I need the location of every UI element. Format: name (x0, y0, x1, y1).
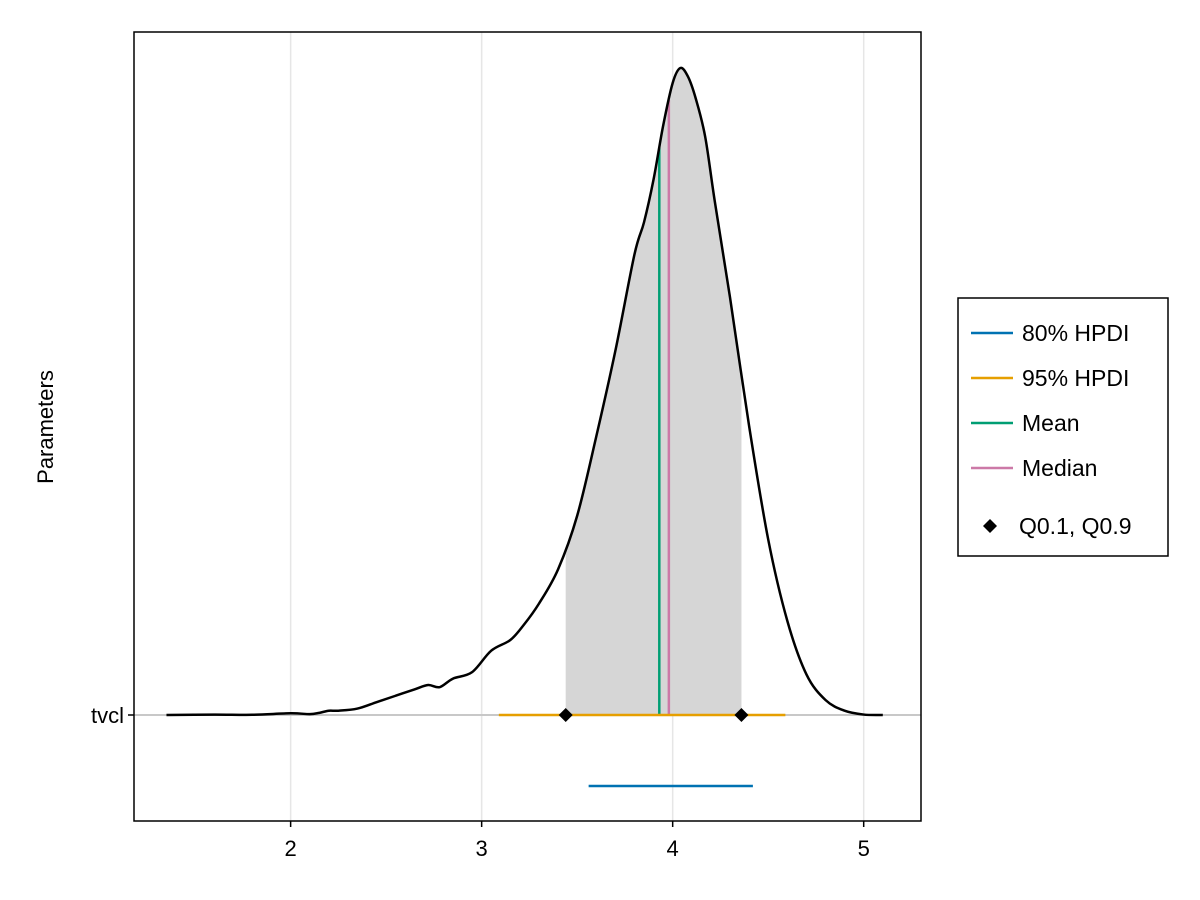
legend-label: 80% HPDI (1022, 320, 1129, 346)
quantile-marker (734, 708, 749, 722)
quantile-marker (558, 708, 573, 722)
y-axis-label: Parameters (33, 370, 58, 484)
plot-frame (133, 31, 922, 822)
y-tick-label: tvcl (91, 703, 124, 728)
legend-label: Q0.1, Q0.9 (1019, 513, 1132, 539)
x-axis: 2 3 4 5 (285, 821, 870, 861)
x-tick-label: 3 (476, 836, 488, 861)
x-tick-label: 5 (858, 836, 870, 861)
legend-label: Mean (1022, 410, 1080, 436)
legend-marker-quantiles (983, 519, 997, 533)
legend-label: Median (1022, 455, 1097, 481)
legend-label: 95% HPDI (1022, 365, 1129, 391)
x-tick-label: 4 (667, 836, 679, 861)
x-tick-label: 2 (285, 836, 297, 861)
plot-area (166, 66, 883, 788)
y-axis: tvcl (91, 703, 134, 728)
legend: 80% HPDI 95% HPDI Mean Median Q0.1, Q0.9 (957, 297, 1169, 557)
legend-box (957, 297, 1169, 557)
grid (134, 32, 921, 821)
quantile-shade (565, 67, 742, 715)
density-curve (166, 66, 883, 717)
